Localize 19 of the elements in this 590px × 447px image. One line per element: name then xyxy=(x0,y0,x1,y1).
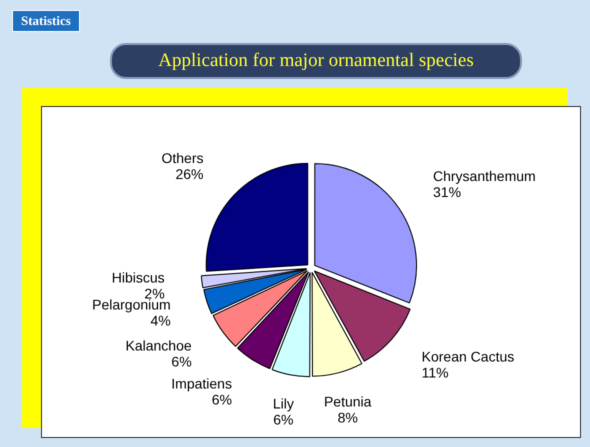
data-label: 2% xyxy=(144,285,165,302)
slice-label: Kalanchoe xyxy=(126,338,192,354)
slice-label: Chrysanthemum xyxy=(432,168,536,184)
data-label: 4% xyxy=(150,312,171,328)
data-label: 6% xyxy=(171,354,192,370)
data-label: 6% xyxy=(212,391,232,408)
data-label: 6% xyxy=(273,412,294,428)
data-label: 8% xyxy=(338,410,358,426)
slice-label: Lily xyxy=(272,396,294,412)
slice-label: Impatiens xyxy=(171,375,232,392)
text: Statistics xyxy=(12,10,80,32)
data-label: 11% xyxy=(422,364,449,380)
slice-label: Hibiscus xyxy=(112,269,165,286)
chart-title: Application for major ornamental species xyxy=(110,43,522,79)
data-label: 31% xyxy=(432,184,462,200)
slice-label: Others xyxy=(161,150,204,166)
slice-label: Petunia xyxy=(324,394,372,410)
data-label: 26% xyxy=(175,166,204,182)
slice-label: Korean Cactus xyxy=(422,348,514,364)
